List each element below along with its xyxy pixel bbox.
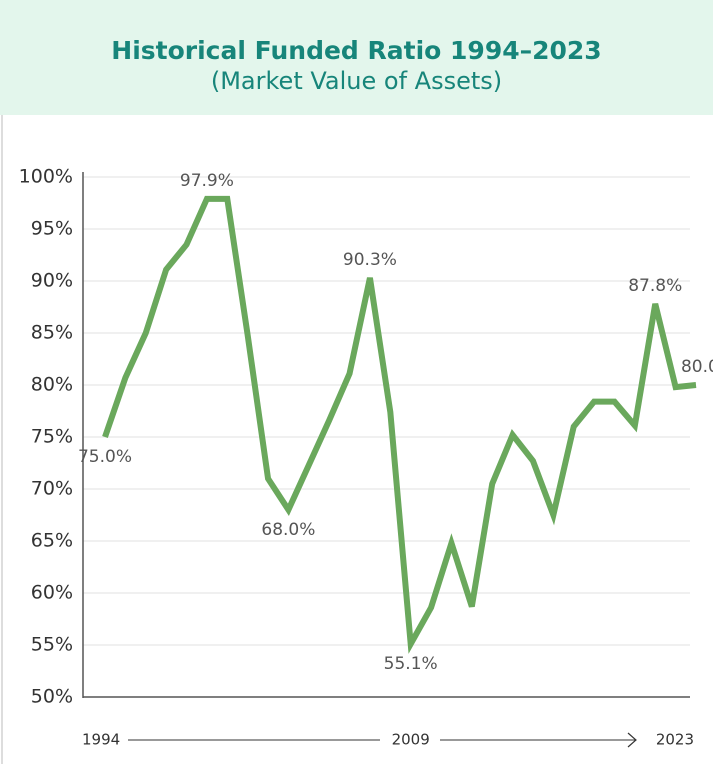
data-label: 80.0%: [681, 357, 713, 377]
x-tick-label: 2009: [392, 731, 430, 749]
y-tick-label: 95%: [31, 218, 73, 240]
data-label: 68.0%: [261, 520, 315, 540]
data-label: 87.8%: [628, 276, 682, 296]
data-label: 90.3%: [343, 250, 397, 270]
chart-subtitle: (Market Value of Assets): [210, 67, 503, 95]
y-tick-label: 80%: [31, 374, 73, 396]
data-label: 75.0%: [78, 447, 132, 467]
y-tick-label: 65%: [31, 530, 73, 552]
x-tick-label: 2023: [656, 731, 694, 749]
y-tick-label: 100%: [19, 166, 73, 188]
y-tick-label: 50%: [31, 686, 73, 708]
data-line: [102, 195, 697, 654]
chart-title: Historical Funded Ratio 1994–2023: [111, 36, 602, 65]
y-tick-label: 55%: [31, 634, 73, 656]
y-tick-label: 70%: [31, 478, 73, 500]
x-tick-label: 1994: [82, 731, 120, 749]
y-tick-label: 75%: [31, 426, 73, 448]
header: Historical Funded Ratio 1994–2023 (Marke…: [0, 0, 713, 115]
x-axis-arrow-head: [627, 732, 637, 748]
y-tick-label: 60%: [31, 582, 73, 604]
y-tick-label: 90%: [31, 270, 73, 292]
data-label: 97.9%: [180, 171, 234, 191]
y-tick-label: 85%: [31, 322, 73, 344]
data-label: 55.1%: [384, 654, 438, 674]
